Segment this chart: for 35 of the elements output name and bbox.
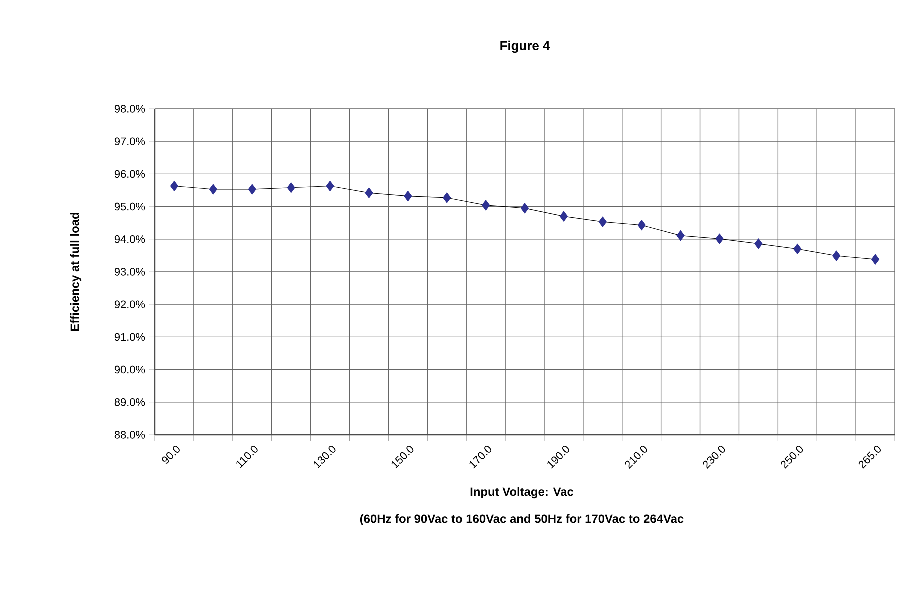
- text: (60Hz for 90Vac to 160Vac and 50Hz for 170Vac to 264Vac: [360, 514, 684, 526]
- point: [287, 182, 296, 194]
- y-tick-label: 88.0%: [114, 431, 146, 439]
- y-axis-title: Efficiency at full load: [70, 212, 82, 331]
- y-tick-label: 91.0%: [114, 333, 146, 342]
- point: [404, 191, 412, 202]
- y-tick-label: 90.0%: [114, 366, 146, 374]
- point: [716, 234, 724, 244]
- y-tick-label: 92.0%: [114, 300, 146, 308]
- point: [676, 230, 685, 242]
- point: [520, 203, 530, 214]
- y-tick-label: 89.0%: [114, 398, 146, 406]
- point: [754, 238, 763, 250]
- y-tick-label: 98.0%: [114, 105, 146, 113]
- point: [365, 188, 374, 198]
- point: [326, 180, 334, 192]
- point: [794, 244, 802, 254]
- point: [482, 200, 490, 211]
- y-tick-label: 96.0%: [114, 170, 146, 178]
- chart-title: Figure 4: [500, 40, 550, 54]
- y-tick-label: 97.0%: [114, 138, 146, 146]
- point: [560, 211, 568, 222]
- y-tick-label: 94.0%: [114, 236, 146, 244]
- point: [209, 184, 218, 195]
- point: [598, 216, 607, 228]
- y-tick-label: 93.0%: [114, 268, 146, 276]
- x-axis-title: Input Voltage: Vac: [470, 487, 574, 499]
- point: [871, 254, 880, 265]
- point: [832, 250, 841, 262]
- point: [248, 184, 256, 195]
- point: [170, 180, 179, 192]
- x-tick-label: 90.0: [162, 446, 180, 464]
- y-tick-label: 95.0%: [114, 202, 146, 211]
- point: [443, 192, 452, 204]
- point: [638, 220, 646, 231]
